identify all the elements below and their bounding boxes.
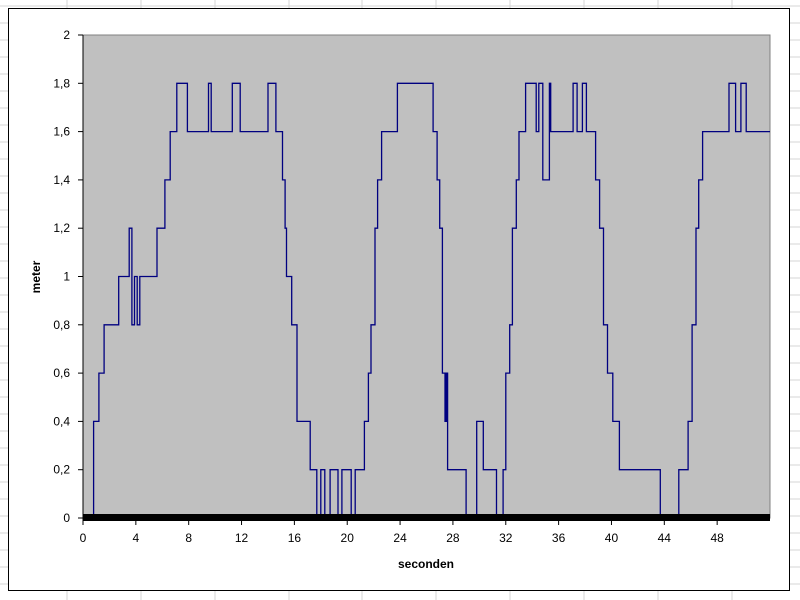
plot-area[interactable] xyxy=(82,34,771,519)
series-group xyxy=(83,82,770,519)
y-tick-label: 0,8 xyxy=(53,318,70,332)
y-tick-label: 1,6 xyxy=(53,125,70,139)
x-tick-label: 4 xyxy=(133,531,140,545)
x-tick-label: 28 xyxy=(446,531,460,545)
y-tick-label: 0 xyxy=(63,511,70,525)
y-tick-label: 0,6 xyxy=(53,366,70,380)
x-tick-label: 44 xyxy=(658,531,672,545)
x-tick-label: 36 xyxy=(552,531,566,545)
series-line[interactable] xyxy=(83,82,770,519)
y-tick-label: 1 xyxy=(63,270,70,284)
x-tick-label: 24 xyxy=(393,531,407,545)
x-tick-label: 0 xyxy=(80,531,87,545)
x-tick-label: 40 xyxy=(605,531,619,545)
x-ticks: 0 4 8 12 16 20 24 28 32 36 40 44 48 xyxy=(80,518,724,545)
x-tick-label: 16 xyxy=(288,531,302,545)
y-tick-label: 0,2 xyxy=(53,463,70,477)
x-axis-title: seconden xyxy=(398,557,454,571)
y-axis-title: meter xyxy=(29,260,43,293)
y-tick-label: 2 xyxy=(63,28,70,42)
y-tick-label: 1,2 xyxy=(53,221,70,235)
x-axis-line xyxy=(83,514,770,521)
y-tick-label: 1,4 xyxy=(53,173,70,187)
x-tick-label: 8 xyxy=(185,531,192,545)
y-tick-label: 0,4 xyxy=(53,414,70,428)
x-tick-label: 12 xyxy=(235,531,249,545)
x-tick-label: 20 xyxy=(341,531,355,545)
x-tick-label: 32 xyxy=(499,531,513,545)
y-tick-label: 1,8 xyxy=(53,76,70,90)
y-ticks: 0 0,2 0,4 0,6 0,8 1 1,2 1,4 1,6 1,8 2 xyxy=(53,28,83,525)
x-tick-label: 48 xyxy=(710,531,724,545)
